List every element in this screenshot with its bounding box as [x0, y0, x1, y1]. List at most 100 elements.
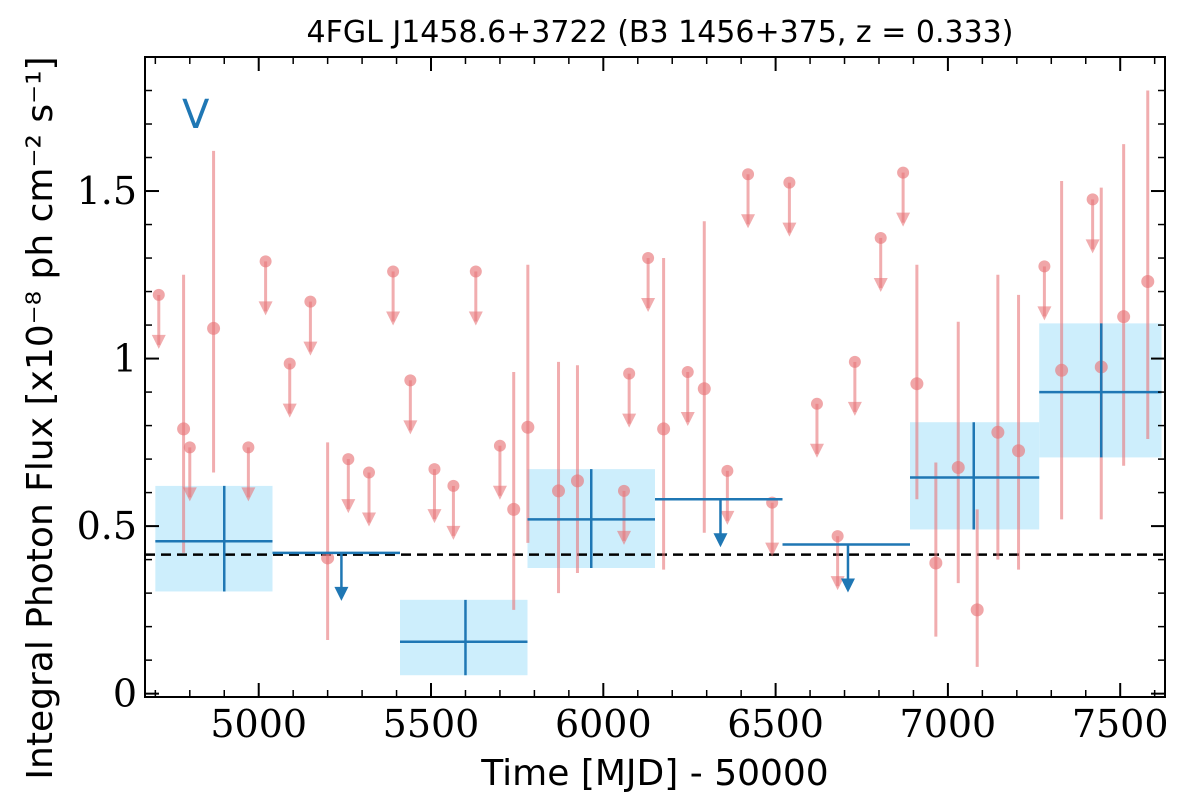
upper-limit-arrowhead [641, 298, 656, 313]
short-bin-point-marker [207, 321, 221, 335]
upper-limit-marker [874, 231, 887, 244]
short-bin-upper-limit-26 [896, 166, 911, 227]
panel-label: V [182, 92, 210, 138]
upper-limit-marker [783, 176, 796, 189]
upper-limit-arrowhead [720, 510, 735, 525]
upper-limit-arrowhead [303, 341, 318, 356]
upper-limit-marker [283, 357, 296, 370]
short-bin-point-marker [657, 422, 671, 436]
y-tick-label-2: 1 [113, 337, 137, 381]
upper-limit-arrowhead [896, 212, 911, 227]
short-bin-point-marker [1141, 275, 1155, 289]
short-bin-point-marker [1055, 363, 1069, 377]
short-bin-point-1 [207, 150, 221, 473]
long-bin-upper-limit-arrowhead [334, 586, 349, 601]
short-bin-point-4 [521, 264, 535, 543]
short-bin-point-marker [929, 556, 943, 570]
short-bin-upper-limit-22 [809, 397, 824, 458]
upper-limit-arrowhead [151, 334, 166, 349]
short-bin-point-17 [1117, 144, 1131, 466]
short-bin-point-18 [1141, 90, 1155, 439]
upper-limit-arrowhead [680, 411, 695, 426]
upper-limit-marker [428, 463, 441, 476]
upper-limit-arrowhead [182, 487, 197, 502]
upper-limit-marker [447, 479, 460, 492]
short-bin-point-marker [507, 502, 521, 516]
upper-limit-arrowhead [1085, 239, 1100, 254]
upper-limit-arrowhead [492, 485, 507, 500]
upper-limit-marker [469, 265, 482, 278]
short-bin-upper-limit-0 [151, 288, 166, 349]
upper-limit-arrowhead [809, 443, 824, 458]
short-bin-point-marker [521, 420, 535, 434]
short-bin-point-10 [929, 462, 943, 637]
long-bin-0 [155, 485, 273, 592]
short-bin-point-7 [657, 258, 671, 570]
long-bin-4 [655, 498, 783, 548]
short-bin-upper-limit-4 [282, 357, 297, 418]
short-bin-upper-limit-6 [341, 453, 356, 514]
upper-limit-arrowhead [241, 487, 256, 502]
upper-limit-marker [242, 441, 255, 454]
short-bin-upper-limit-20 [765, 496, 780, 557]
short-bin-point-15 [1055, 180, 1069, 520]
short-bin-upper-limit-10 [427, 463, 442, 524]
short-bin-point-9 [910, 264, 924, 500]
x-tick-label-1: 5500 [383, 702, 480, 746]
short-bin-point-6 [570, 365, 584, 574]
short-bin-point-marker [177, 422, 191, 436]
short-bin-point-marker [970, 603, 984, 617]
short-bin-upper-limit-18 [720, 464, 735, 525]
upper-limit-marker [617, 484, 630, 497]
upper-limit-arrowhead [622, 413, 637, 428]
upper-limit-arrowhead [1037, 306, 1052, 321]
upper-limit-marker [623, 367, 636, 380]
short-bin-point-marker [570, 474, 584, 488]
long-bin-3 [527, 469, 655, 568]
short-bin-point-3 [507, 371, 521, 610]
short-bin-point-0 [177, 274, 191, 553]
upper-limit-arrowhead [361, 512, 376, 527]
short-bin-upper-limit-21 [782, 176, 797, 237]
short-bin-upper-limit-11 [446, 479, 461, 540]
chart-title: 4FGL J1458.6+3722 (B3 1456+375, z = 0.33… [307, 15, 1014, 50]
y-tick-label-0: 0 [113, 672, 137, 716]
upper-limit-marker [681, 365, 694, 378]
upper-limit-marker [342, 453, 355, 466]
short-bin-upper-limit-27 [1037, 260, 1052, 321]
plot-area: 5000 5500 6000 6500 7000 7500 0 0.5 1 1.5 [77, 56, 1169, 746]
long-bin-box-2 [400, 599, 528, 676]
short-bin-upper-limit-17 [680, 365, 695, 426]
upper-limit-marker [721, 464, 734, 477]
upper-limit-arrowhead [446, 525, 461, 540]
upper-limit-arrowhead [386, 311, 401, 326]
short-bin-upper-limit-14 [616, 484, 631, 545]
y-tick-label-3: 1.5 [77, 169, 137, 213]
short-bin-upper-limit-8 [386, 265, 401, 326]
upper-limit-marker [404, 374, 417, 387]
upper-limit-arrowhead [616, 530, 631, 545]
long-bin-1 [272, 551, 400, 601]
short-bin-point-2 [321, 442, 335, 641]
upper-limit-arrowhead [341, 499, 356, 514]
upper-limit-arrowhead [847, 401, 862, 416]
short-bin-upper-limit-1 [182, 441, 197, 502]
short-bin-upper-limit-9 [403, 374, 418, 435]
short-bin-point-marker [991, 425, 1005, 439]
long-bin-box-0 [155, 485, 273, 592]
upper-limit-arrowhead [403, 420, 418, 435]
upper-limit-arrowhead [282, 403, 297, 418]
upper-limit-marker [362, 466, 375, 479]
upper-limit-marker [387, 265, 400, 278]
x-tick-label-2: 6000 [555, 702, 652, 746]
x-tick-label-5: 7500 [1072, 702, 1169, 746]
short-bin-upper-limit-5 [303, 295, 318, 356]
short-bin-upper-limit-16 [641, 252, 656, 313]
long-bin-7 [1039, 323, 1162, 458]
upper-limit-arrowhead [741, 214, 756, 229]
upper-limit-arrowhead [782, 222, 797, 237]
x-tick-label-0: 5000 [210, 702, 307, 746]
short-bin-point-12 [970, 509, 984, 667]
short-bin-point-5 [552, 361, 566, 594]
